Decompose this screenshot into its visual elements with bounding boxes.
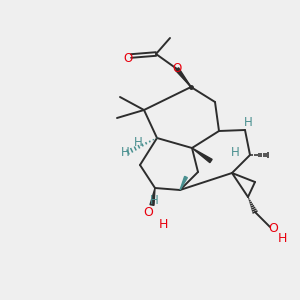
Text: H: H — [121, 146, 129, 160]
Text: H: H — [150, 194, 158, 206]
Text: H: H — [277, 232, 287, 244]
Polygon shape — [192, 148, 212, 163]
Text: O: O — [172, 62, 182, 76]
Polygon shape — [150, 188, 155, 205]
Text: H: H — [244, 116, 252, 128]
Polygon shape — [180, 176, 188, 190]
Text: O: O — [268, 221, 278, 235]
Text: H: H — [158, 218, 168, 230]
Text: O: O — [123, 52, 133, 64]
Text: H: H — [231, 146, 239, 158]
Text: H: H — [134, 136, 142, 148]
Text: O: O — [143, 206, 153, 218]
Polygon shape — [176, 68, 191, 87]
